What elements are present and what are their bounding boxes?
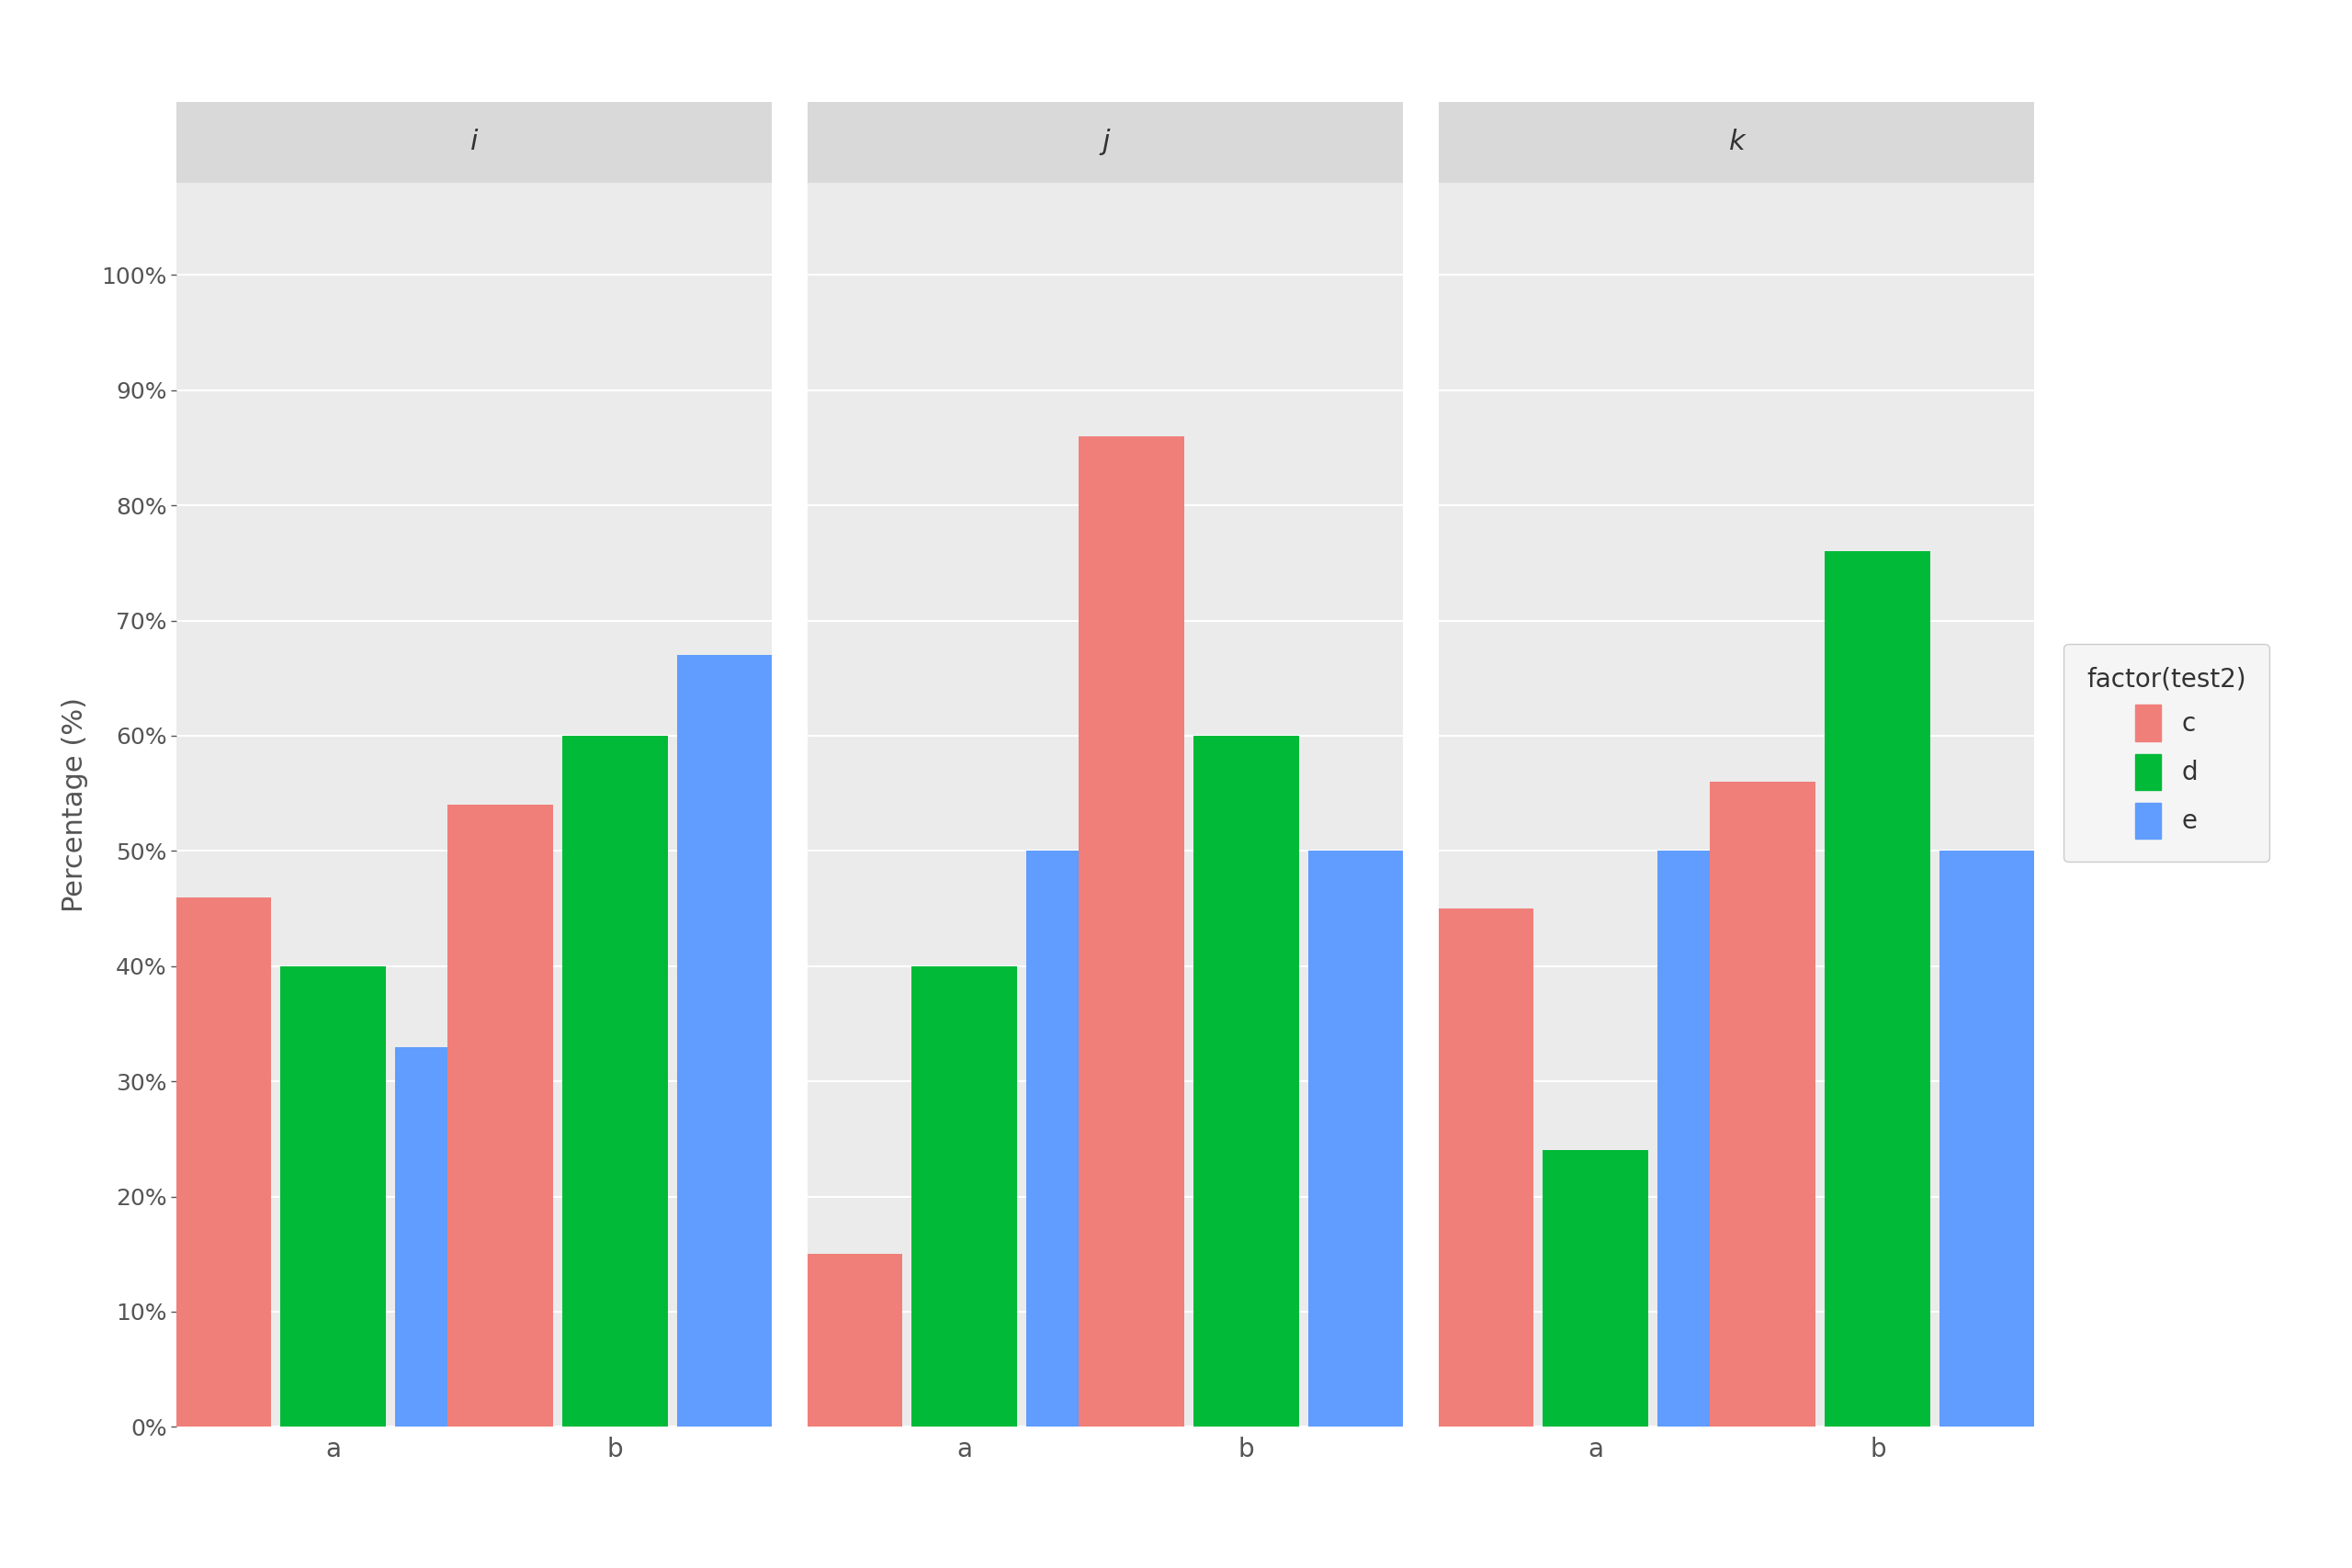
Bar [562,735,668,1427]
Bar [395,1047,501,1427]
Bar [280,966,386,1427]
Bar [1825,552,1931,1427]
Legend: c, d, e: c, d, e [2063,643,2270,862]
Text: i: i [470,129,477,155]
Text: j: j [1101,129,1110,155]
Bar [913,966,1018,1427]
Text: k: k [1729,129,1745,155]
Bar [1308,851,1414,1427]
Bar [1192,735,1298,1427]
Bar [1710,782,1816,1427]
Bar [677,655,783,1427]
Bar [1025,851,1131,1427]
Bar [447,804,553,1427]
Bar [797,1254,903,1427]
Y-axis label: Percentage (%): Percentage (%) [61,698,89,913]
Bar [1658,851,1764,1427]
Bar [1940,851,2046,1427]
Bar [1428,908,1534,1427]
Bar [1080,436,1185,1427]
Bar [165,897,270,1427]
Bar [1543,1151,1649,1427]
